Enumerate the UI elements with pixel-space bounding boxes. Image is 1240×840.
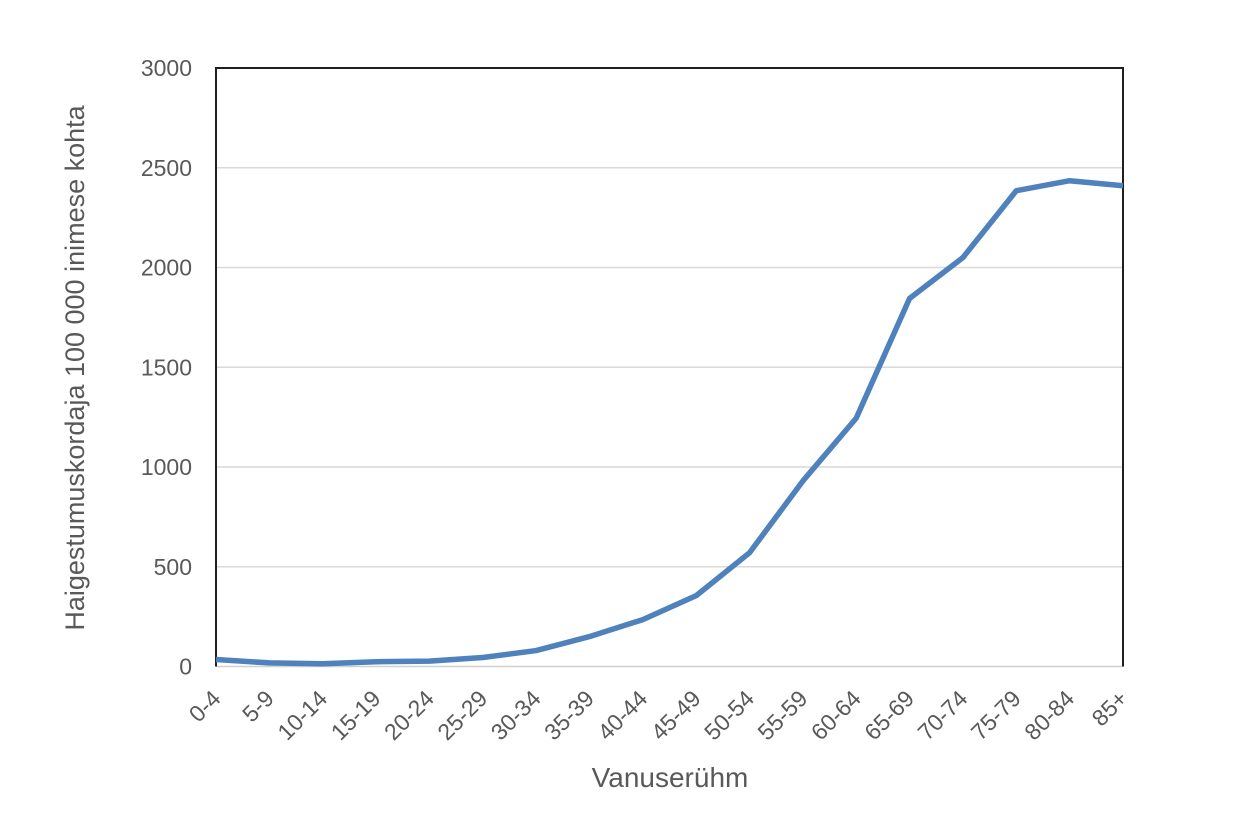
y-tick-label: 1000 — [141, 454, 192, 480]
x-tick-label: 25-29 — [432, 685, 492, 745]
x-tick-label: 5-9 — [237, 685, 279, 727]
data-series — [215, 177, 1124, 667]
plot-border — [215, 67, 1124, 667]
x-tick-label: 20-24 — [379, 685, 439, 745]
x-tick-label: 50-54 — [699, 685, 759, 745]
y-tick-label: 1500 — [141, 354, 192, 380]
y-tick-label: 3000 — [141, 55, 192, 81]
y-tick-label: 2000 — [141, 255, 192, 281]
y-tick-label: 2500 — [141, 155, 192, 181]
x-tick-label: 35-39 — [539, 685, 599, 745]
x-tick-label: 65-69 — [859, 685, 919, 745]
x-tick-label: 70-74 — [912, 685, 972, 745]
x-tick-label: 75-79 — [966, 685, 1026, 745]
x-axis-title: Vanuserühm — [592, 762, 749, 793]
x-tick-label: 15-19 — [326, 685, 386, 745]
y-axis-title: Haigestumuskordaja 100 000 inimese kohta — [60, 104, 90, 630]
y-tick-label: 0 — [179, 654, 192, 680]
y-tick-label: 500 — [154, 554, 192, 580]
axes — [215, 67, 1124, 668]
x-tick-label: 10-14 — [272, 685, 332, 745]
x-tick-label: 0-4 — [184, 685, 226, 727]
x-tick-label: 40-44 — [592, 685, 652, 745]
axis-tick-labels: 0 500 1000 1500 2000 2500 3000 0-4 5-910-1415-19… — [141, 55, 1133, 745]
x-tick-label: 45-49 — [646, 685, 706, 745]
x-tick-label: 60-64 — [806, 685, 866, 745]
gridlines — [216, 167, 1123, 568]
incidence-line — [215, 177, 1124, 667]
x-tick-label: 85+ — [1087, 685, 1133, 731]
x-tick-label: 55-59 — [752, 685, 812, 745]
x-tick-label: 80-84 — [1019, 685, 1079, 745]
x-tick-label: 30-34 — [486, 685, 546, 745]
